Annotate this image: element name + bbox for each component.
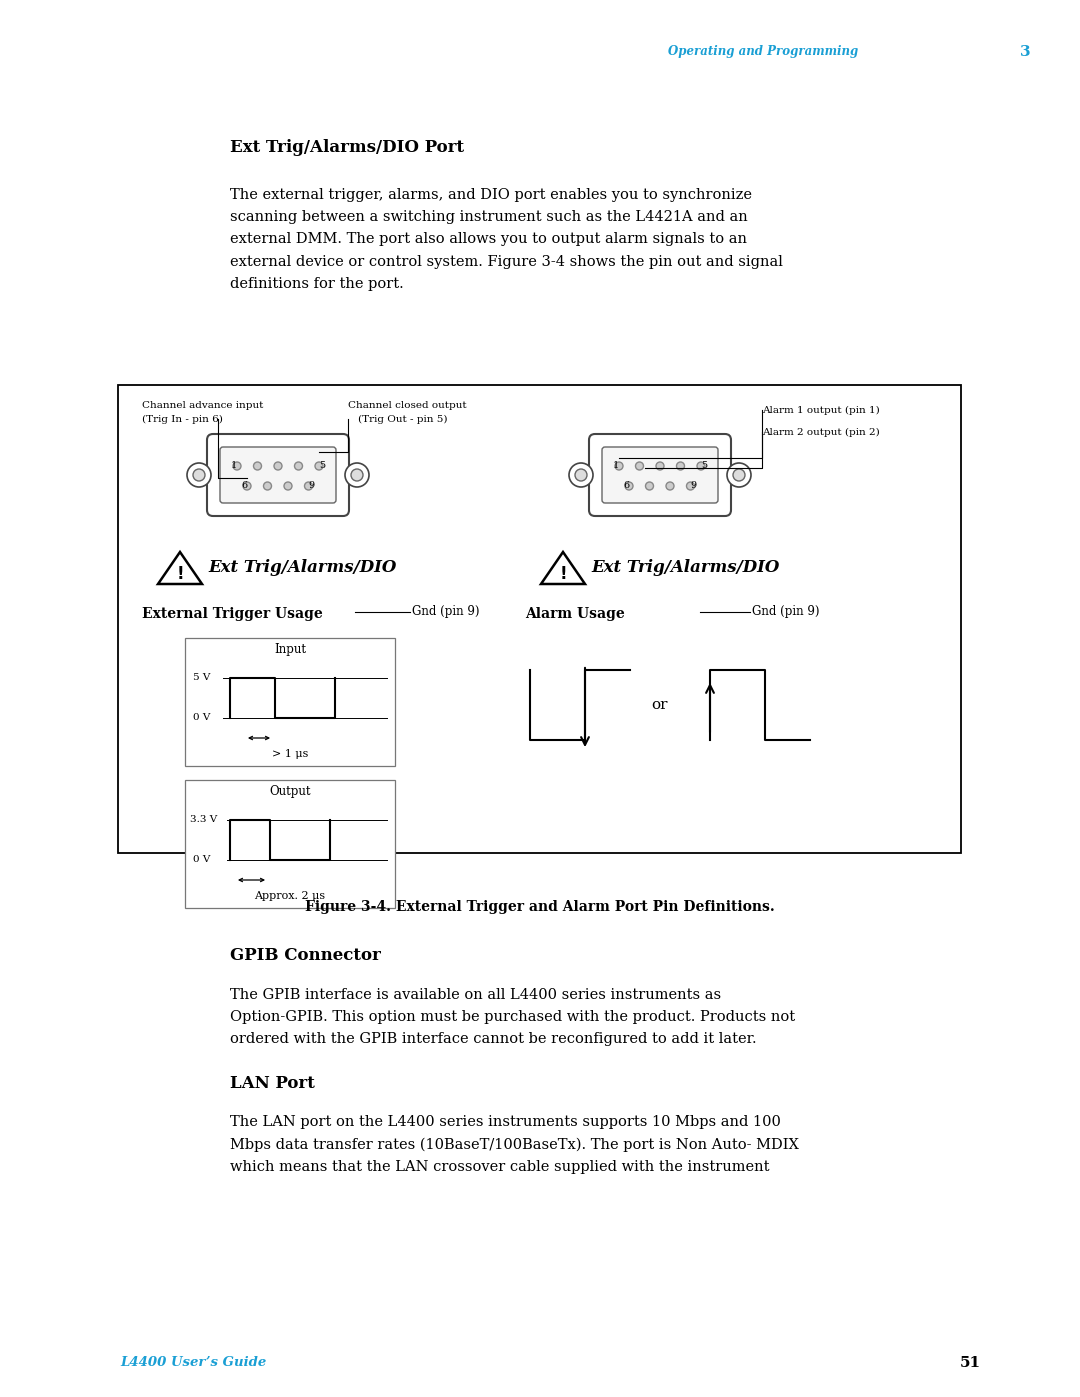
Text: 3: 3 xyxy=(1020,45,1030,59)
Text: 0 V: 0 V xyxy=(193,714,211,722)
Circle shape xyxy=(264,482,271,490)
Text: Gnd (pin 9): Gnd (pin 9) xyxy=(752,605,820,619)
Text: Alarm 2 output (pin 2): Alarm 2 output (pin 2) xyxy=(762,427,880,436)
Text: LAN Port: LAN Port xyxy=(230,1074,315,1091)
Text: !: ! xyxy=(559,564,567,583)
Text: Alarm 1 output (pin 1): Alarm 1 output (pin 1) xyxy=(762,405,880,415)
Text: or: or xyxy=(651,698,669,712)
Circle shape xyxy=(254,462,261,469)
Text: The GPIB interface is available on all L4400 series instruments as
Option-GPIB. : The GPIB interface is available on all L… xyxy=(230,988,795,1046)
Circle shape xyxy=(646,482,653,490)
Text: Channel closed output: Channel closed output xyxy=(348,401,467,409)
Text: 9: 9 xyxy=(309,482,314,490)
Text: External Trigger Usage: External Trigger Usage xyxy=(141,608,323,622)
Text: The external trigger, alarms, and DIO port enables you to synchronize
scanning b: The external trigger, alarms, and DIO po… xyxy=(230,189,783,291)
Text: > 1 μs: > 1 μs xyxy=(272,749,308,759)
Text: 5 V: 5 V xyxy=(193,673,211,683)
Text: 6: 6 xyxy=(623,482,629,490)
Text: 51: 51 xyxy=(960,1356,981,1370)
Circle shape xyxy=(345,462,369,488)
Circle shape xyxy=(351,469,363,481)
Text: 6: 6 xyxy=(241,482,247,490)
Text: Input: Input xyxy=(274,644,306,657)
Circle shape xyxy=(295,462,302,469)
Circle shape xyxy=(187,462,211,488)
Circle shape xyxy=(733,469,745,481)
Text: 0 V: 0 V xyxy=(193,855,211,865)
Circle shape xyxy=(284,482,292,490)
FancyBboxPatch shape xyxy=(207,434,349,515)
Text: 1: 1 xyxy=(612,461,619,471)
Polygon shape xyxy=(158,552,202,584)
Text: 3.3 V: 3.3 V xyxy=(190,816,217,824)
Circle shape xyxy=(193,469,205,481)
Text: Ext Trig/Alarms/DIO Port: Ext Trig/Alarms/DIO Port xyxy=(230,140,464,156)
Text: Ext Trig/Alarms/DIO: Ext Trig/Alarms/DIO xyxy=(591,560,780,577)
Circle shape xyxy=(727,462,751,488)
Bar xyxy=(185,638,395,766)
Text: Ext Trig/Alarms/DIO: Ext Trig/Alarms/DIO xyxy=(208,560,396,577)
Text: L4400 User’s Guide: L4400 User’s Guide xyxy=(120,1356,267,1369)
Bar xyxy=(185,780,395,908)
Circle shape xyxy=(305,482,312,490)
Bar xyxy=(118,386,961,854)
Text: Gnd (pin 9): Gnd (pin 9) xyxy=(411,605,480,619)
Text: (Trig Out - pin 5): (Trig Out - pin 5) xyxy=(357,415,447,423)
Text: 5: 5 xyxy=(319,461,325,471)
Text: Channel advance input: Channel advance input xyxy=(141,401,264,409)
Circle shape xyxy=(687,482,694,490)
FancyBboxPatch shape xyxy=(602,447,718,503)
Circle shape xyxy=(615,462,623,469)
Text: !: ! xyxy=(176,564,184,583)
Text: 1: 1 xyxy=(231,461,238,471)
Polygon shape xyxy=(541,552,585,584)
Text: Alarm Usage: Alarm Usage xyxy=(525,608,624,622)
Text: Approx. 2 μs: Approx. 2 μs xyxy=(255,891,325,901)
Text: Operating and Programming: Operating and Programming xyxy=(669,46,859,59)
Text: 9: 9 xyxy=(690,482,697,490)
Text: GPIB Connector: GPIB Connector xyxy=(230,947,381,964)
Circle shape xyxy=(315,462,323,469)
Circle shape xyxy=(243,482,251,490)
Text: Output: Output xyxy=(269,785,311,799)
Circle shape xyxy=(274,462,282,469)
Circle shape xyxy=(697,462,705,469)
Circle shape xyxy=(569,462,593,488)
Circle shape xyxy=(656,462,664,469)
Circle shape xyxy=(635,462,644,469)
Circle shape xyxy=(575,469,588,481)
Text: The LAN port on the L4400 series instruments supports 10 Mbps and 100
Mbps data : The LAN port on the L4400 series instrum… xyxy=(230,1115,799,1175)
Text: Figure 3-4. External Trigger and Alarm Port Pin Definitions.: Figure 3-4. External Trigger and Alarm P… xyxy=(306,900,774,914)
Text: 5: 5 xyxy=(701,461,707,471)
Circle shape xyxy=(625,482,633,490)
FancyBboxPatch shape xyxy=(220,447,336,503)
Text: (Trig In - pin 6): (Trig In - pin 6) xyxy=(141,415,222,423)
Circle shape xyxy=(676,462,685,469)
Circle shape xyxy=(233,462,241,469)
FancyBboxPatch shape xyxy=(589,434,731,515)
Circle shape xyxy=(666,482,674,490)
